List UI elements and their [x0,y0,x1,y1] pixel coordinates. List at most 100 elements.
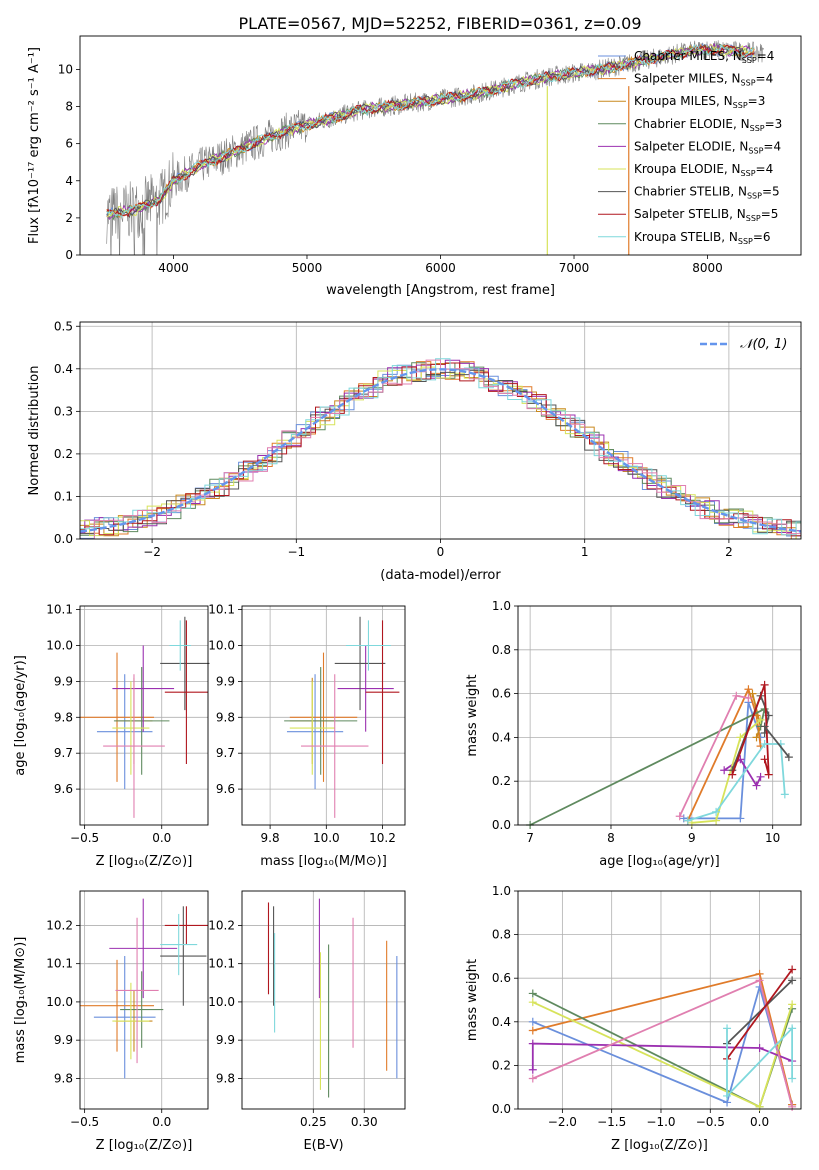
data-point [744,685,753,694]
data-point [528,1039,537,1048]
data-point [755,1043,764,1052]
y-tick-label: 0 [65,248,73,262]
data-point [788,1000,797,1009]
x-tick-label: 1 [581,545,589,559]
spectrum-model-line [106,43,755,219]
x-tick-label: 9.8 [261,831,280,845]
x-tick-label: 6000 [425,261,456,275]
mass-vs-EBV-frame [241,890,406,1110]
mass-weight-vs-Z-frame [517,890,802,1110]
y-tick-label: 10.0 [46,995,73,1009]
y-tick-label: 9.6 [216,782,235,796]
y-tick-label: 0.6 [492,971,511,985]
data-point [788,1074,797,1083]
data-point [528,1026,537,1035]
x-tick-label: 8 [607,831,615,845]
series-line [687,743,786,822]
data-point [528,1065,537,1074]
y-tick-label: 9.7 [216,746,235,760]
data-point [723,1091,732,1100]
x-tick-label: −1.0 [646,1115,675,1129]
data-point [760,722,769,731]
data-point [784,753,793,762]
y-tick-label: 0.2 [54,447,73,461]
legend-entry: Salpeter STELIB, NSSP=5 [634,207,778,223]
series-line [763,725,790,758]
x-tick-label: 0.0 [152,831,171,845]
x-tick-label: −0.5 [70,1115,99,1129]
residual-histogram-axes: −2 −1 0 1 2 0.0 0.1 0.2 0.3 0.4 0.5 [54,319,801,559]
legend-entry: Salpeter ELODIE, NSSP=4 [634,139,781,155]
x-tick-label: 2 [725,545,733,559]
x-tick-label: −2 [143,545,161,559]
data-point [788,1102,797,1111]
age-vs-Z-axes: −0.5 0.0 9.6 9.7 9.8 9.9 10.0 10.1 [46,603,208,845]
series-line [683,702,762,820]
mass-vs-Z-ylabel: mass [log₁₀(M/M⊙)] [13,937,28,1064]
series-line [532,972,793,1105]
y-tick-label: 0.2 [492,774,511,788]
y-tick-label: 1.0 [492,599,511,613]
x-tick-label: −0.5 [70,831,99,845]
y-tick-label: 10.0 [208,995,235,1009]
y-tick-label: 10.1 [208,603,235,617]
x-tick-label: 0.25 [300,1115,327,1129]
y-tick-label: 0.8 [492,643,511,657]
data-point [756,772,765,781]
y-tick-label: 9.9 [216,1033,235,1047]
y-tick-label: 9.6 [54,782,73,796]
mass-weight-vs-Z-ylabel: mass weight [465,959,480,1041]
y-tick-label: 9.8 [216,710,235,724]
x-tick-label: 10 [765,831,780,845]
spectrum-xlabel: wavelength [Angstrom, rest frame] [326,283,555,298]
x-tick-label: 0.0 [750,1115,769,1129]
data-point [760,680,769,689]
y-tick-label: 9.9 [54,674,73,688]
data-point [755,976,764,985]
y-tick-label: 10.0 [208,638,235,652]
y-tick-label: 8 [65,100,73,114]
age-vs-Z-xlabel: Z [log₁₀(Z/Z⊙)] [96,854,193,869]
series-line [691,719,762,824]
x-tick-label: −1.5 [597,1115,626,1129]
y-tick-label: 10.0 [46,638,73,652]
legend-entry: Kroupa ELODIE, NSSP=4 [634,162,773,178]
y-tick-label: 0.0 [54,532,73,546]
data-point [756,715,765,724]
x-tick-label: 0.30 [351,1115,378,1129]
age-vs-Z-frame [79,605,209,826]
mass-weight-vs-age-frame [517,605,802,826]
spectrum-frame [79,35,802,256]
y-tick-label: 10 [58,62,73,76]
data-point [528,1074,537,1083]
age-vs-Z-ylabel: age [log₁₀(age/yr)] [13,655,28,776]
spectrum-axes: 4000 5000 6000 7000 8000 0 2 4 6 8 10 [58,62,723,275]
residual-histogram-frame [79,321,802,540]
data-point [528,998,537,1007]
y-tick-label: 10.1 [46,957,73,971]
x-tick-label: −2.0 [548,1115,577,1129]
data-point [760,739,769,748]
y-tick-label: 0.6 [492,687,511,701]
figure-title: PLATE=0567, MJD=52252, FIBERID=0361, z=0… [238,14,641,33]
x-tick-label: 5000 [292,261,323,275]
x-tick-label: 10.2 [369,831,396,845]
y-tick-label: 0.0 [492,818,511,832]
y-tick-label: 0.2 [492,1058,511,1072]
spectrum-ylabel: Flux [fλ10⁻¹⁷ erg cm⁻² s⁻¹ A⁻¹] [27,47,42,244]
data-point [675,812,684,821]
legend-entry: Chabrier MILES, NSSP=4 [634,49,774,65]
legend-entry: Chabrier STELIB, NSSP=5 [634,185,780,201]
data-point [788,965,797,974]
data-point [788,976,797,985]
y-tick-label: 0.4 [492,1015,511,1029]
x-tick-label: −1 [287,545,305,559]
mass-vs-Z-axes: −0.5 0.0 9.8 9.9 10.0 10.1 10.2 [46,891,208,1129]
data-point [528,989,537,998]
histogram-step-line [80,358,801,536]
spectrum-model-line [106,44,755,218]
y-tick-label: 10.2 [46,918,73,932]
data-point [764,770,773,779]
